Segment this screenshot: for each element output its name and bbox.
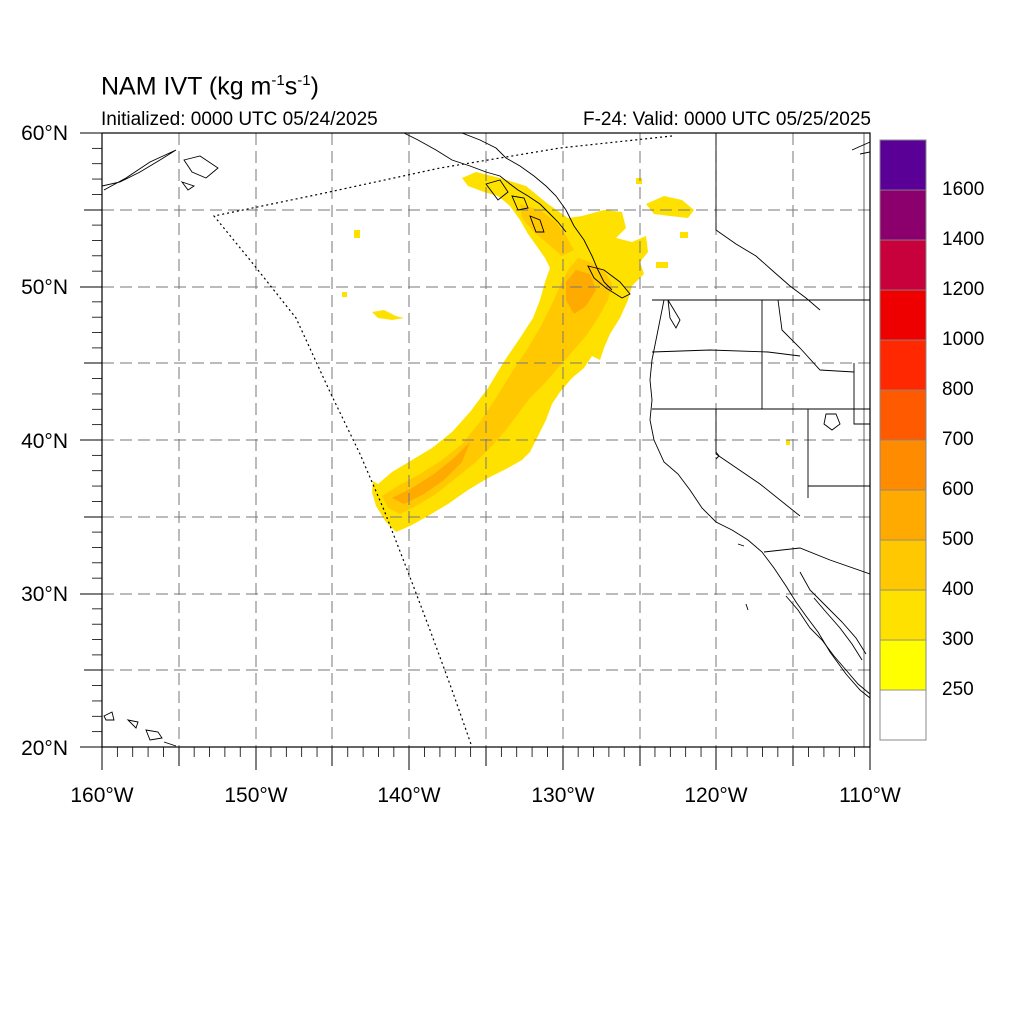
colorbar-label: 700: [942, 429, 974, 450]
colorbar-swatch: [879, 639, 927, 691]
colorbar: [879, 139, 927, 741]
lon-label-110: 110°W: [839, 784, 901, 807]
bc-inside-passage: [461, 133, 613, 291]
hudson-coast-north: [715, 229, 821, 311]
ivt-blob-1: [646, 196, 694, 218]
lon-label-130: 130°W: [531, 784, 595, 807]
initialized-time: Initialized: 0000 UTC 05/24/2025: [101, 109, 378, 130]
colorbar-label: 500: [942, 529, 974, 550]
ivt-region-300: [382, 258, 612, 514]
colorbar-swatch: [879, 539, 927, 591]
colorbar-label: 250: [942, 679, 974, 700]
valid-time: F-24: Valid: 0000 UTC 05/25/2025: [583, 109, 871, 130]
colorbar-frame: [879, 139, 927, 741]
colorbar-swatch: [879, 589, 927, 641]
gulf-of-california: [813, 597, 863, 661]
alaska-islands: [180, 155, 219, 191]
ivt-blob-5: [636, 178, 642, 184]
colorbar-label: 600: [942, 479, 974, 500]
colorbar-swatch: [879, 289, 927, 341]
lat-label-30: 30°N: [21, 583, 68, 606]
lon-label-140: 140°W: [377, 784, 441, 807]
borders: [651, 133, 870, 747]
baja-peninsula: [785, 571, 870, 695]
ivt-region-400: [392, 442, 470, 504]
alaska-coast: [102, 149, 177, 191]
colorbar-swatch: [879, 239, 927, 291]
gulf-of-alaska-coast: [403, 133, 567, 233]
lat-label-60: 60°N: [21, 122, 68, 145]
colorbar-label: 300: [942, 629, 974, 650]
us-mexico-border: [763, 547, 870, 575]
lat-label-40: 40°N: [21, 430, 68, 453]
us-west-coast: [649, 299, 870, 699]
lat-label-50: 50°N: [21, 276, 68, 299]
colorbar-label: 1600: [942, 179, 985, 200]
ivt-blob-7: [680, 232, 688, 238]
ivt-blob-4: [342, 292, 347, 297]
lon-label-150: 150°W: [224, 784, 288, 807]
california-nevada-border: [715, 409, 801, 517]
lon-label-120: 120°W: [684, 784, 748, 807]
colorbar-label: 800: [942, 379, 974, 400]
bc-islands: [485, 179, 545, 233]
model-domain-boundary: [212, 135, 673, 748]
vancouver-island: [587, 265, 631, 299]
colorbar-label: 400: [942, 579, 974, 600]
puget-sound: [667, 299, 681, 329]
idaho-montana-border: [777, 299, 855, 373]
colorbar-label: 1000: [942, 329, 985, 350]
lat-label-20: 20°N: [21, 737, 68, 760]
colorbar-swatch: [879, 139, 927, 191]
ivt-blob-3: [354, 230, 360, 238]
colorbar-swatch: [879, 689, 927, 741]
lake-tahoe: [715, 451, 720, 460]
hawaii-islands: [103, 711, 177, 747]
colorbar-label: 1400: [942, 229, 985, 250]
wyoming-border: [853, 363, 870, 425]
colorbar-swatch: [879, 339, 927, 391]
graticule: [102, 133, 870, 747]
colorbar-swatch: [879, 439, 927, 491]
ivt-region-400b: [566, 270, 596, 314]
ivt-blob-6: [656, 262, 668, 268]
map-title: NAM IVT (kg m-1s-1): [101, 72, 319, 101]
colorbar-swatch: [879, 189, 927, 241]
great-salt-lake: [823, 413, 841, 431]
axis-ticks: [80, 132, 871, 770]
washington-oregon-border: [651, 349, 801, 357]
minor-ticks: [92, 147, 856, 757]
coastlines: [102, 133, 870, 747]
ivt-blob-8: [786, 440, 790, 445]
lon-label-160: 160°W: [70, 784, 134, 807]
channel-islands: [737, 543, 749, 611]
colorbar-swatch: [879, 389, 927, 441]
colorbar-label: 1200: [942, 279, 985, 300]
ivt-blob-2: [372, 310, 404, 320]
colorbar-swatch: [879, 489, 927, 541]
arctic-coast-ne: [851, 141, 870, 155]
